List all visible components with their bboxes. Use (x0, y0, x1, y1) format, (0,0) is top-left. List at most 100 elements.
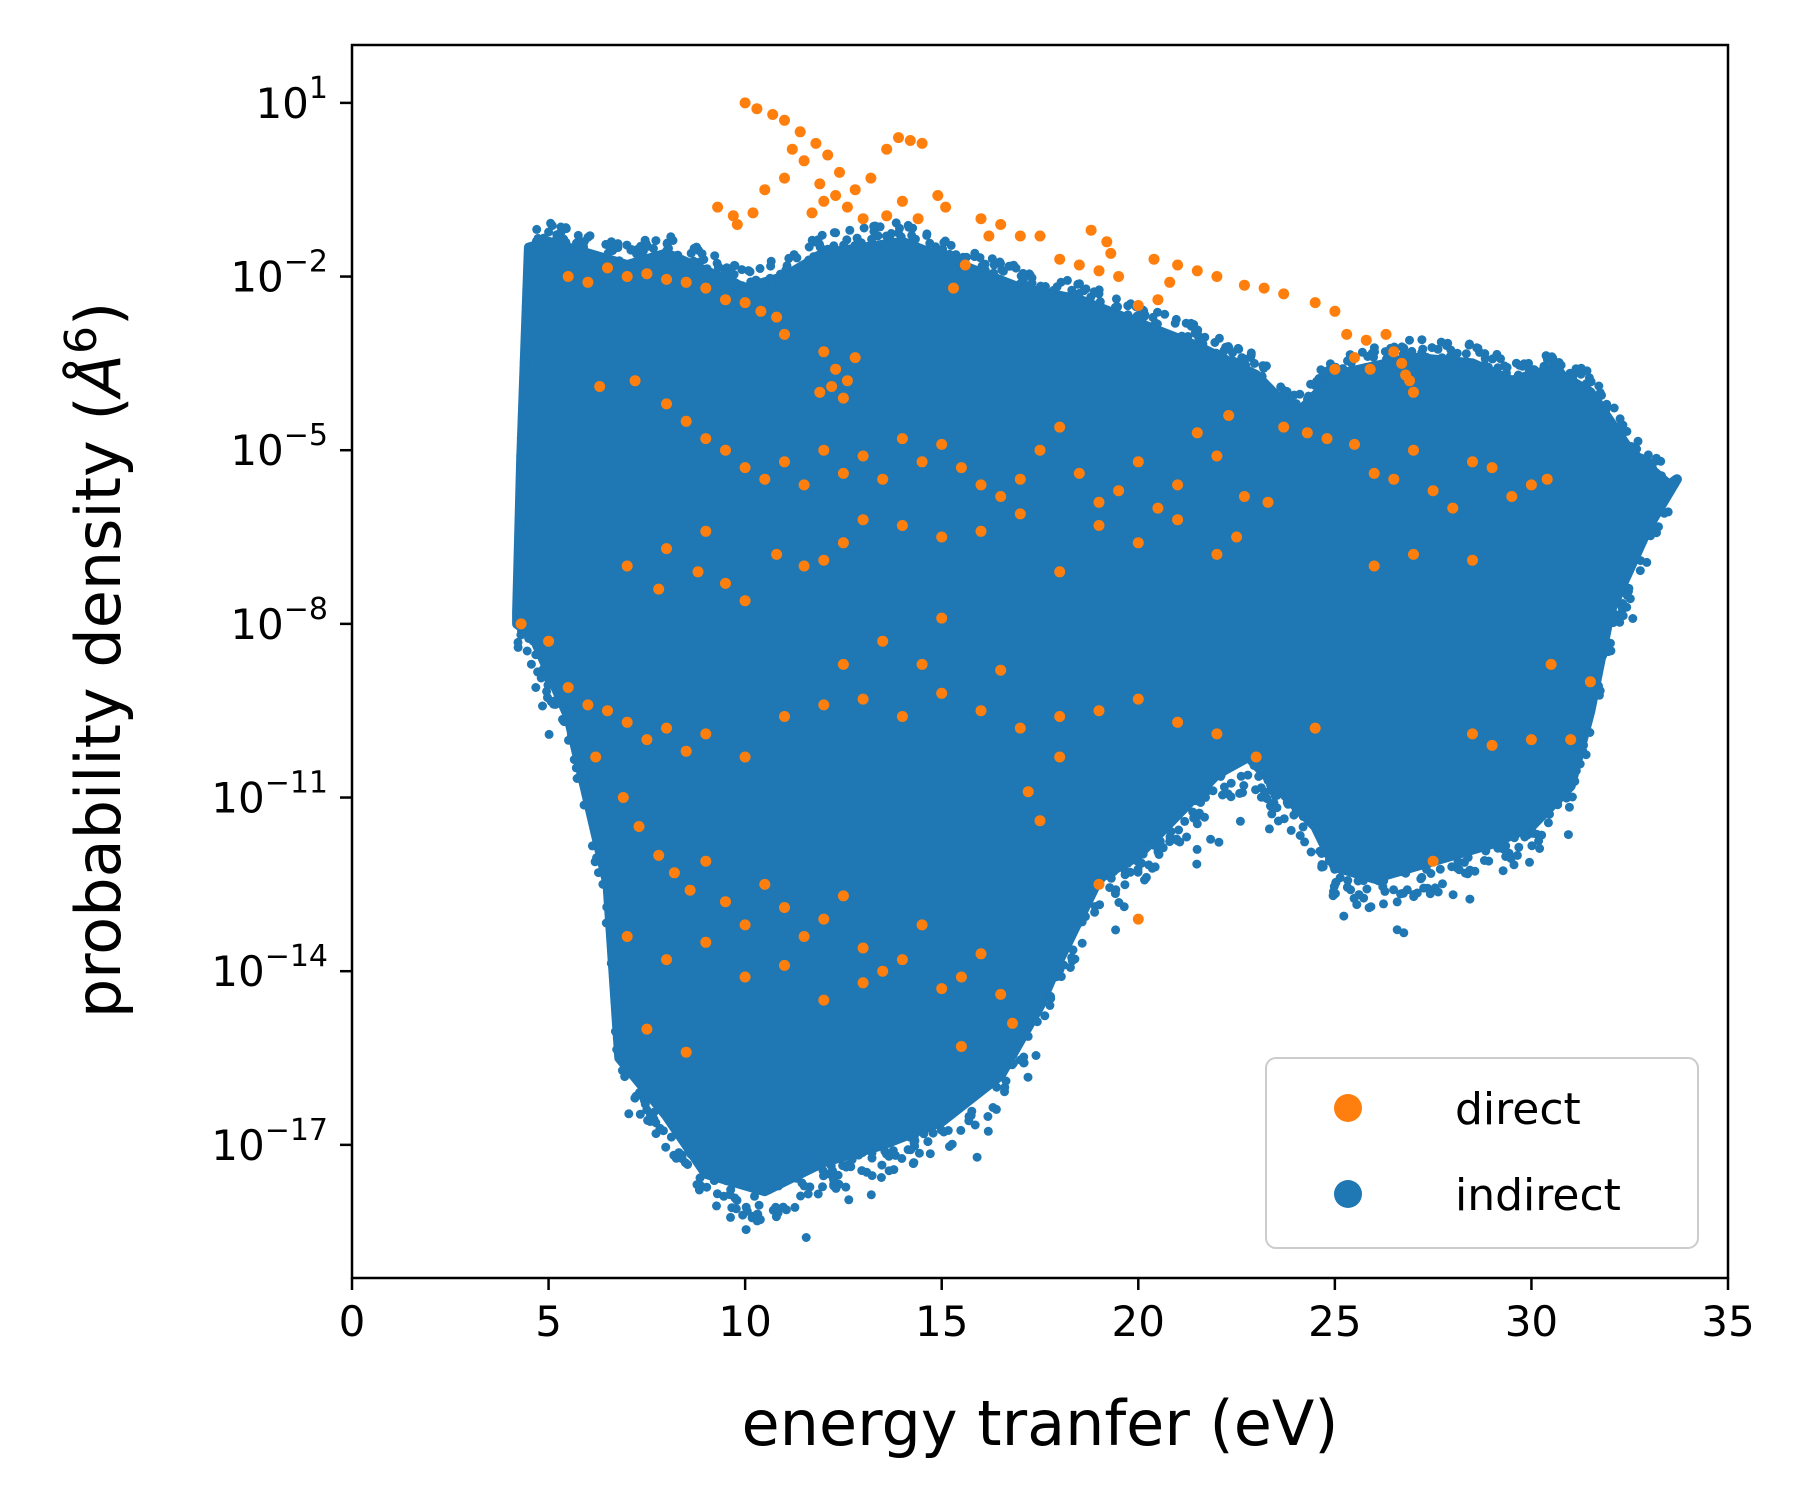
indirect-point (518, 389, 528, 399)
indirect-point (651, 1118, 661, 1128)
indirect-point (754, 1173, 764, 1183)
indirect-point (1243, 770, 1253, 780)
indirect-point (1075, 279, 1084, 289)
indirect-point (1163, 808, 1173, 818)
indirect-point (1140, 310, 1150, 319)
indirect-point (948, 264, 958, 274)
indirect-point (1643, 450, 1653, 460)
indirect-point (1448, 890, 1458, 900)
direct-point (830, 363, 842, 375)
indirect-point (812, 1151, 822, 1161)
indirect-point (1149, 322, 1159, 332)
indirect-point (1470, 362, 1480, 371)
indirect-point (980, 265, 990, 275)
indirect-point (1052, 282, 1062, 292)
indirect-point (952, 255, 962, 265)
indirect-point (1292, 793, 1302, 803)
direct-point (617, 792, 629, 803)
direct-point (881, 143, 893, 155)
indirect-point (637, 256, 647, 266)
indirect-point (1535, 844, 1545, 853)
direct-point (806, 207, 818, 219)
indirect-point (665, 1109, 675, 1119)
indirect-point (1298, 822, 1308, 832)
direct-point (1022, 786, 1034, 798)
legend-box (1265, 1057, 1699, 1249)
indirect-point (803, 1189, 813, 1199)
indirect-point (1189, 348, 1199, 358)
indirect-point (1476, 829, 1486, 838)
indirect-point (586, 256, 596, 266)
indirect-point (988, 1103, 998, 1112)
x-axis: 0 5 10 15 20 25 30 35 (339, 1278, 1755, 1346)
indirect-point (750, 1191, 759, 1201)
indirect-point (819, 1171, 828, 1181)
indirect-point (804, 242, 814, 252)
y-axis-label-exponent: 6 (56, 326, 107, 354)
direct-point (779, 959, 790, 971)
indirect-point (858, 1143, 868, 1152)
indirect-point (1045, 292, 1055, 302)
direct-point (692, 566, 704, 578)
indirect-point (574, 762, 584, 772)
direct-point (1231, 531, 1243, 543)
indirect-point (908, 1159, 918, 1169)
direct-point (1152, 502, 1164, 514)
indirect-point (1226, 778, 1236, 788)
direct-point (975, 705, 987, 717)
indirect-point (1418, 344, 1428, 354)
indirect-point (820, 250, 830, 260)
direct-point (739, 971, 751, 983)
indirect-point (606, 246, 616, 256)
indirect-point (1105, 883, 1115, 893)
direct-point (936, 983, 948, 995)
indirect-point (1129, 316, 1139, 326)
indirect-point (1009, 260, 1019, 270)
indirect-point (1585, 728, 1595, 737)
indirect-point (1192, 859, 1202, 869)
indirect-point (742, 287, 752, 297)
direct-point (594, 381, 606, 392)
indirect-point (1658, 507, 1667, 517)
direct-point (940, 201, 952, 213)
direct-point (1172, 716, 1184, 728)
indirect-point (1290, 401, 1300, 411)
indirect-point (832, 1140, 842, 1150)
indirect-point (1529, 365, 1539, 375)
indirect-point (925, 1149, 935, 1159)
direct-point (1034, 230, 1046, 242)
indirect-point (1608, 618, 1618, 628)
indirect-point (522, 284, 532, 294)
indirect-point (551, 677, 561, 687)
indirect-point (1321, 383, 1331, 392)
direct-point (1034, 815, 1046, 827)
direct-point (720, 294, 731, 306)
indirect-point (1206, 353, 1215, 363)
indirect-point (1027, 273, 1037, 283)
indirect-point (1254, 772, 1264, 781)
indirect-point (1380, 868, 1390, 878)
indirect-point (1603, 647, 1613, 657)
direct-point (857, 693, 869, 705)
indirect-point (556, 690, 566, 700)
indirect-point (998, 266, 1008, 276)
indirect-point (876, 1173, 886, 1182)
indirect-point (1405, 335, 1414, 345)
indirect-point (829, 241, 839, 251)
direct-point (1329, 305, 1341, 317)
indirect-point (1186, 793, 1196, 803)
indirect-point (1262, 794, 1272, 804)
direct-point (1467, 456, 1478, 468)
indirect-point (755, 264, 765, 273)
indirect-point (1351, 864, 1361, 874)
indirect-point (1019, 1058, 1029, 1068)
indirect-point (842, 235, 852, 245)
x-tick-label: 5 (535, 1297, 562, 1346)
indirect-point (610, 1027, 620, 1036)
direct-point (1101, 236, 1113, 248)
indirect-point (1609, 403, 1619, 413)
indirect-point (1143, 841, 1153, 851)
indirect-point (1233, 368, 1243, 378)
indirect-point (701, 267, 711, 277)
plot-frame (350, 43, 1730, 1280)
